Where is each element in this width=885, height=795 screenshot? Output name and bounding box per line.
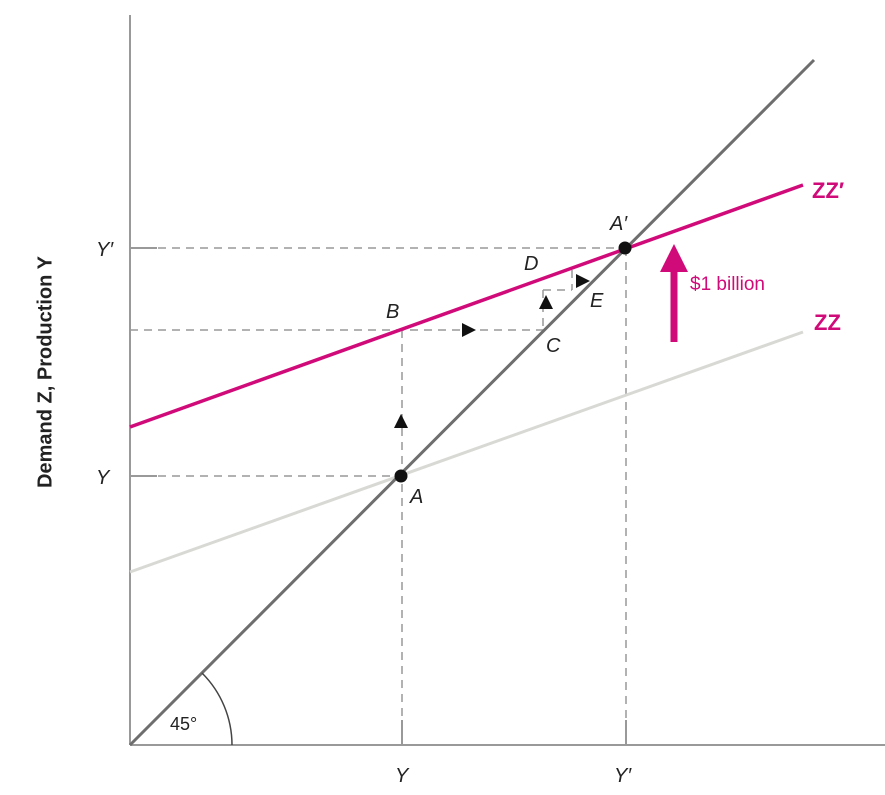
guide-lines bbox=[130, 247, 627, 745]
point-a-label: A bbox=[409, 486, 423, 508]
arrow-up-icon bbox=[394, 414, 408, 428]
line-45-degree bbox=[128, 58, 816, 747]
zz-line bbox=[129, 330, 804, 574]
x-tick-y-prime: Y′ bbox=[614, 765, 632, 787]
point-b-label: B bbox=[386, 301, 399, 323]
arrow-right-icon bbox=[576, 274, 590, 288]
angle-label: 45° bbox=[170, 714, 197, 734]
point-d-label: D bbox=[524, 253, 538, 275]
arrow-right-icon bbox=[462, 323, 476, 337]
point-c-label: C bbox=[546, 335, 561, 357]
x-tick-y: Y bbox=[395, 765, 410, 787]
point-a-prime-label: A′ bbox=[609, 213, 628, 235]
point-a-dot bbox=[394, 469, 408, 483]
zz-prime-line bbox=[129, 183, 804, 429]
zz-label: ZZ bbox=[814, 310, 841, 335]
angle-arc bbox=[201, 672, 233, 746]
point-a-prime-dot bbox=[618, 241, 632, 255]
shift-label: $1 billion bbox=[690, 274, 765, 295]
point-e-label: E bbox=[590, 290, 604, 312]
y-tick-y-prime: Y′ bbox=[96, 239, 114, 261]
arrow-up-icon bbox=[539, 295, 553, 309]
y-tick-y: Y bbox=[96, 467, 111, 489]
zz-prime-label: ZZ′ bbox=[812, 178, 844, 203]
